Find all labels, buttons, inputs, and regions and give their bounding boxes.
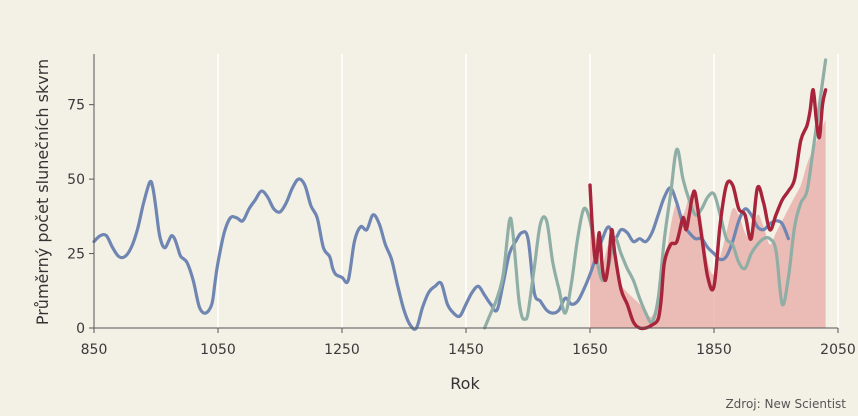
red-series-line <box>588 88 828 331</box>
series-layer <box>92 58 828 331</box>
y-axis-title: Průměrný počet slunečních skvrn <box>33 59 52 325</box>
grid-layer <box>217 54 839 328</box>
x-tick-label: 1650 <box>572 342 608 358</box>
y-tick-label: 25 <box>67 247 85 263</box>
source-note: Zdroj: New Scientist <box>725 397 846 411</box>
x-tick-label: 850 <box>81 342 108 358</box>
x-tick-label: 1050 <box>200 342 236 358</box>
y-tick-label: 75 <box>67 98 85 114</box>
x-axis-title: Rok <box>450 374 480 393</box>
x-tick-label: 1250 <box>324 342 360 358</box>
ticks-layer: 850 1050 1250 1450 1650 1850 2050 0 25 50 75 <box>67 98 856 358</box>
blue-series-line <box>92 177 790 331</box>
x-tick-label: 2050 <box>820 342 856 358</box>
sunspot-filled-area <box>590 119 826 328</box>
y-tick-label: 50 <box>67 172 85 188</box>
teal-series-line <box>483 58 828 330</box>
x-tick-label: 1450 <box>448 342 484 358</box>
x-tick-label: 1850 <box>696 342 732 358</box>
fill-layer <box>590 119 826 328</box>
y-tick-label: 0 <box>76 321 85 337</box>
